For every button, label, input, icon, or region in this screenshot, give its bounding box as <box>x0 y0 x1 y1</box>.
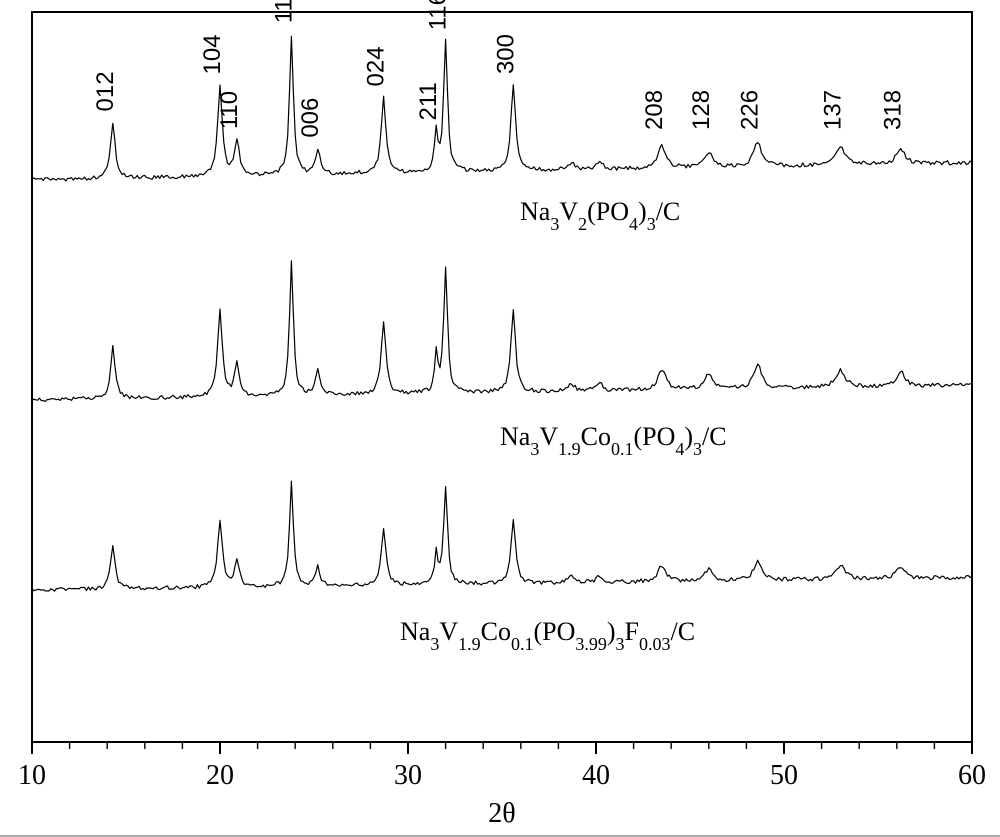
peak-label-137: 137 <box>819 90 846 130</box>
peak-label-226: 226 <box>737 90 764 130</box>
xrd-chart: 10 20 30 40 50 60 2θ Na3V2(PO4)3/C Na3V1.9Co0.1(… <box>0 0 1000 837</box>
xaxis-label: 2θ <box>488 798 515 829</box>
peak-label-300: 300 <box>492 34 519 74</box>
chart-svg: 10 20 30 40 50 60 2θ Na3V2(PO4)3/C Na3V1.9Co0.1(… <box>0 0 1000 837</box>
xaxis-tick-label: 10 <box>18 760 46 791</box>
xaxis-tick-label: 60 <box>958 760 986 791</box>
peak-label-006: 006 <box>297 98 324 138</box>
peak-label-104: 104 <box>199 34 226 74</box>
peak-label-110: 110 <box>216 91 243 129</box>
peak-label-116: 116 <box>425 0 452 30</box>
series-label-2: Na3V1.9Co0.1(PO3.99)3F0.03/C <box>400 617 695 654</box>
series-label-1: Na3V1.9Co0.1(PO4)3/C <box>500 422 727 459</box>
xaxis-tick-label: 20 <box>206 760 234 791</box>
peak-label-211: 211 <box>415 82 442 120</box>
series-label-0: Na3V2(PO4)3/C <box>520 197 680 234</box>
peak-label-128: 128 <box>688 90 715 130</box>
peak-label-318: 318 <box>880 90 907 130</box>
xaxis-tick-label: 30 <box>394 760 422 791</box>
xaxis-tick-label: 40 <box>582 760 610 791</box>
xaxis-tick-label: 50 <box>770 760 798 791</box>
xrd-pattern-1 <box>32 261 972 402</box>
xrd-pattern-2 <box>32 481 972 591</box>
peak-label-012: 012 <box>92 71 119 111</box>
peak-label-208: 208 <box>641 90 668 130</box>
peak-label-113: 113 <box>270 0 297 23</box>
peak-label-024: 024 <box>363 46 390 86</box>
